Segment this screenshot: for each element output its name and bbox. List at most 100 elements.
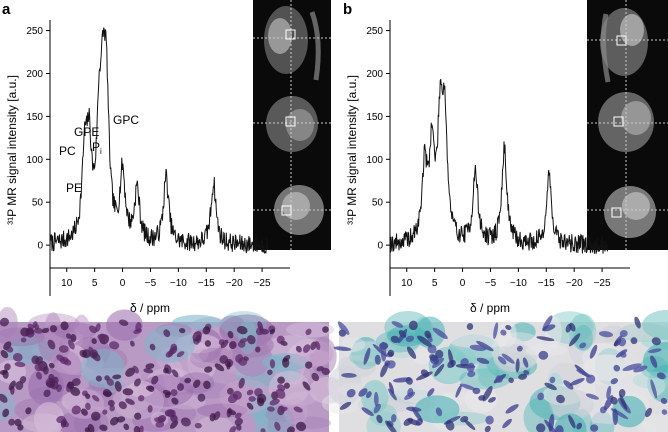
- cell-nucleus: [176, 351, 185, 358]
- cell-nucleus: [31, 355, 40, 365]
- cell-nucleus: [538, 350, 549, 360]
- cell-nucleus: [537, 392, 545, 401]
- cell-nucleus: [391, 414, 397, 423]
- cell-nucleus: [493, 322, 499, 339]
- cell-nucleus: [125, 398, 135, 405]
- cell-nucleus: [606, 385, 612, 400]
- cell-nucleus: [445, 420, 455, 431]
- cell-nucleus: [295, 345, 302, 353]
- cell-nucleus: [177, 383, 185, 391]
- cell-nucleus: [435, 407, 443, 417]
- cell-nucleus: [613, 364, 621, 372]
- cell-nucleus: [193, 379, 201, 388]
- cell-nucleus: [170, 389, 178, 397]
- cell-nucleus: [118, 319, 129, 326]
- x-tick-label: −10: [170, 278, 187, 289]
- cell-nucleus: [322, 326, 329, 333]
- cell-nucleus: [505, 404, 519, 414]
- tissue-texture: [283, 398, 308, 425]
- cell-nucleus: [497, 356, 507, 365]
- cell-nucleus: [296, 421, 307, 432]
- cell-nucleus: [56, 415, 66, 423]
- cell-nucleus: [373, 391, 379, 407]
- cell-nucleus: [536, 423, 546, 432]
- x-tick-label: 5: [92, 278, 98, 289]
- cell-nucleus: [277, 376, 285, 384]
- cell-nucleus: [315, 341, 321, 351]
- tissue-texture: [476, 361, 498, 378]
- cell-nucleus: [302, 381, 311, 391]
- cell-nucleus: [280, 406, 288, 412]
- cell-nucleus: [236, 326, 248, 335]
- tissue-texture: [292, 348, 332, 367]
- cell-nucleus: [406, 406, 422, 412]
- cell-nucleus: [339, 401, 352, 410]
- tissue-texture: [33, 401, 65, 432]
- cell-nucleus: [651, 337, 661, 346]
- cell-nucleus: [2, 408, 10, 418]
- cell-nucleus: [321, 367, 330, 376]
- cell-nucleus: [650, 355, 658, 368]
- cell-nucleus: [227, 330, 234, 339]
- cell-nucleus: [387, 349, 395, 357]
- cell-nucleus: [171, 369, 179, 378]
- cell-nucleus: [388, 388, 397, 401]
- x-tick-label: −5: [485, 278, 497, 289]
- cell-nucleus: [385, 420, 398, 432]
- cell-nucleus: [388, 382, 395, 395]
- cell-nucleus: [70, 387, 81, 396]
- cell-nucleus: [648, 348, 662, 353]
- cell-nucleus: [427, 344, 437, 354]
- y-axis-title: ³¹P MR signal intensity [a.u.]: [345, 75, 359, 225]
- cell-nucleus: [154, 417, 165, 423]
- cell-nucleus: [269, 398, 280, 406]
- cell-nucleus: [275, 388, 286, 399]
- tissue-texture: [642, 412, 668, 432]
- cell-nucleus: [27, 323, 35, 330]
- cell-nucleus: [260, 428, 266, 432]
- cell-nucleus: [435, 349, 444, 359]
- cell-nucleus: [102, 389, 112, 398]
- cell-nucleus: [282, 357, 290, 368]
- cell-nucleus: [60, 321, 69, 331]
- cell-nucleus: [170, 420, 179, 429]
- x-tick-label: −15: [198, 278, 215, 289]
- cell-nucleus: [404, 391, 416, 400]
- cell-nucleus: [0, 317, 9, 327]
- cell-nucleus: [619, 330, 628, 338]
- cell-nucleus: [495, 375, 503, 383]
- peak-label-gpc: GPC: [113, 113, 139, 127]
- cell-nucleus: [112, 374, 122, 380]
- x-tick-label: −25: [254, 278, 271, 289]
- tissue-texture: [0, 307, 18, 339]
- cell-nucleus: [85, 393, 91, 399]
- cell-nucleus: [459, 383, 476, 391]
- histology-image-a: [0, 307, 346, 432]
- x-tick-label: 10: [61, 278, 73, 289]
- cell-nucleus: [67, 381, 75, 390]
- cell-nucleus: [408, 320, 418, 331]
- cell-nucleus: [116, 416, 126, 423]
- cell-nucleus: [14, 361, 26, 368]
- cell-nucleus: [56, 354, 65, 362]
- cell-nucleus: [661, 409, 668, 415]
- cell-nucleus: [556, 394, 565, 404]
- panel-a-spectrum-line: [49, 27, 268, 254]
- cell-nucleus: [485, 415, 494, 425]
- cell-nucleus: [448, 349, 454, 368]
- cell-nucleus: [67, 339, 75, 350]
- cell-nucleus: [516, 345, 523, 352]
- cell-nucleus: [305, 328, 312, 336]
- tissue-texture: [195, 416, 234, 432]
- cell-nucleus: [132, 365, 139, 374]
- cell-nucleus: [12, 353, 23, 362]
- cell-nucleus: [460, 415, 469, 423]
- cell-nucleus: [660, 397, 668, 405]
- cell-nucleus: [90, 411, 101, 421]
- cell-nucleus: [508, 377, 514, 384]
- peak-label-pe: PE: [66, 181, 82, 195]
- cell-nucleus: [358, 388, 368, 397]
- cell-nucleus: [555, 425, 564, 432]
